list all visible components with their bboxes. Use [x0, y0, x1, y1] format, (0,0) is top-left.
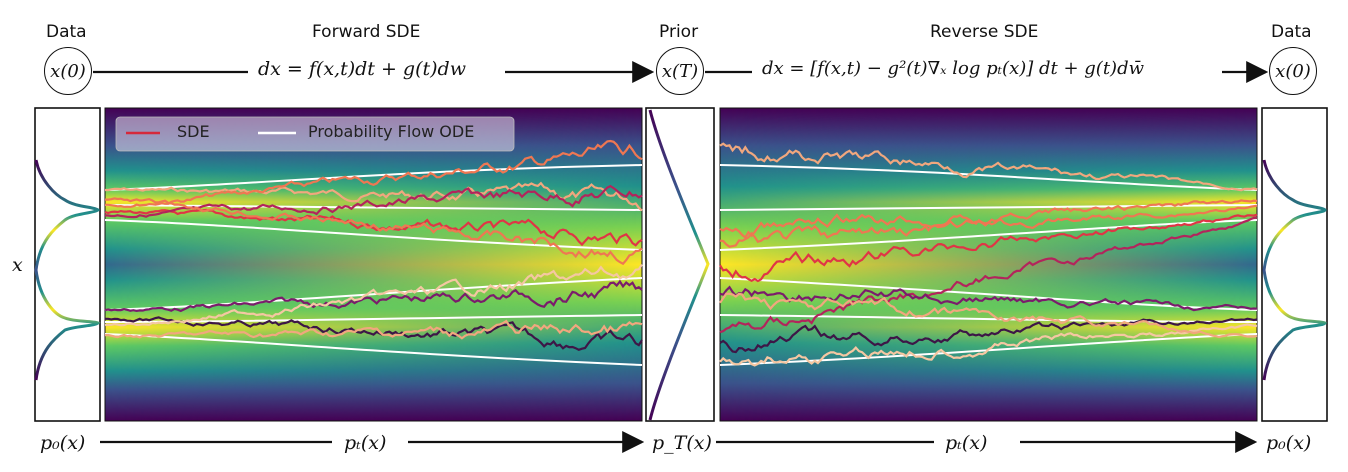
- label-pt-forward: pₜ(x): [344, 432, 387, 454]
- sde-trajectory: [719, 317, 1258, 354]
- label-pt-reverse: pₜ(x): [945, 432, 988, 454]
- header-data-right: Data: [1271, 22, 1312, 42]
- sde-trajectory: [719, 285, 1258, 312]
- sde-trajectory: [104, 319, 643, 340]
- label-pT: p_T(x): [652, 432, 712, 454]
- data-density-panel-right: [1261, 107, 1328, 422]
- y-axis-label: x: [12, 254, 23, 276]
- sde-trajectory: [719, 142, 1258, 192]
- sde-trajectory: [104, 279, 643, 313]
- sde-trajectory: [105, 197, 643, 266]
- header-data-left: Data: [46, 22, 87, 42]
- data-density-curve-left: [34, 159, 101, 381]
- sde-trajectory: [719, 292, 1258, 339]
- sde-trajectories-forward: [104, 139, 643, 351]
- label-p0-left: p₀(x): [40, 432, 86, 454]
- forward-heatmap-bimodal: [105, 108, 642, 421]
- data-density-panel-left: [34, 107, 101, 422]
- prior-density-curve: [648, 109, 710, 421]
- node-xT: x(T): [656, 47, 704, 95]
- legend-sde-label: SDE: [177, 122, 210, 141]
- sde-trajectory: [104, 208, 643, 247]
- sde-trajectory: [719, 216, 1258, 334]
- sde-trajectory: [719, 199, 1258, 240]
- node-x0-left: x(0): [44, 47, 92, 95]
- sde-trajectory: [719, 213, 1258, 283]
- legend-ode-label: Probability Flow ODE: [308, 122, 475, 141]
- header-reverse-sde: Reverse SDE: [930, 22, 1039, 42]
- sde-trajectory: [719, 323, 1258, 367]
- header-forward-sde: Forward SDE: [312, 22, 421, 42]
- forward-equation: dx = f(x,t)dt + g(t)dw: [258, 58, 466, 80]
- sde-trajectory: [105, 316, 643, 351]
- sde-trajectory: [104, 181, 643, 212]
- legend-box: [115, 116, 515, 152]
- data-density-curve-right: [1262, 159, 1327, 381]
- reverse-equation: dx = [f(x,t) − g²(t)∇ₓ log pₜ(x)] dt + g…: [762, 58, 1145, 79]
- prior-density-panel: [645, 107, 715, 422]
- sde-trajectory: [104, 263, 643, 327]
- sde-trajectories-reverse: [719, 142, 1258, 367]
- node-x0-right: x(0): [1269, 47, 1317, 95]
- label-p0-right: p₀(x): [1266, 432, 1312, 454]
- header-prior: Prior: [659, 22, 699, 42]
- sde-trajectory: [105, 139, 643, 209]
